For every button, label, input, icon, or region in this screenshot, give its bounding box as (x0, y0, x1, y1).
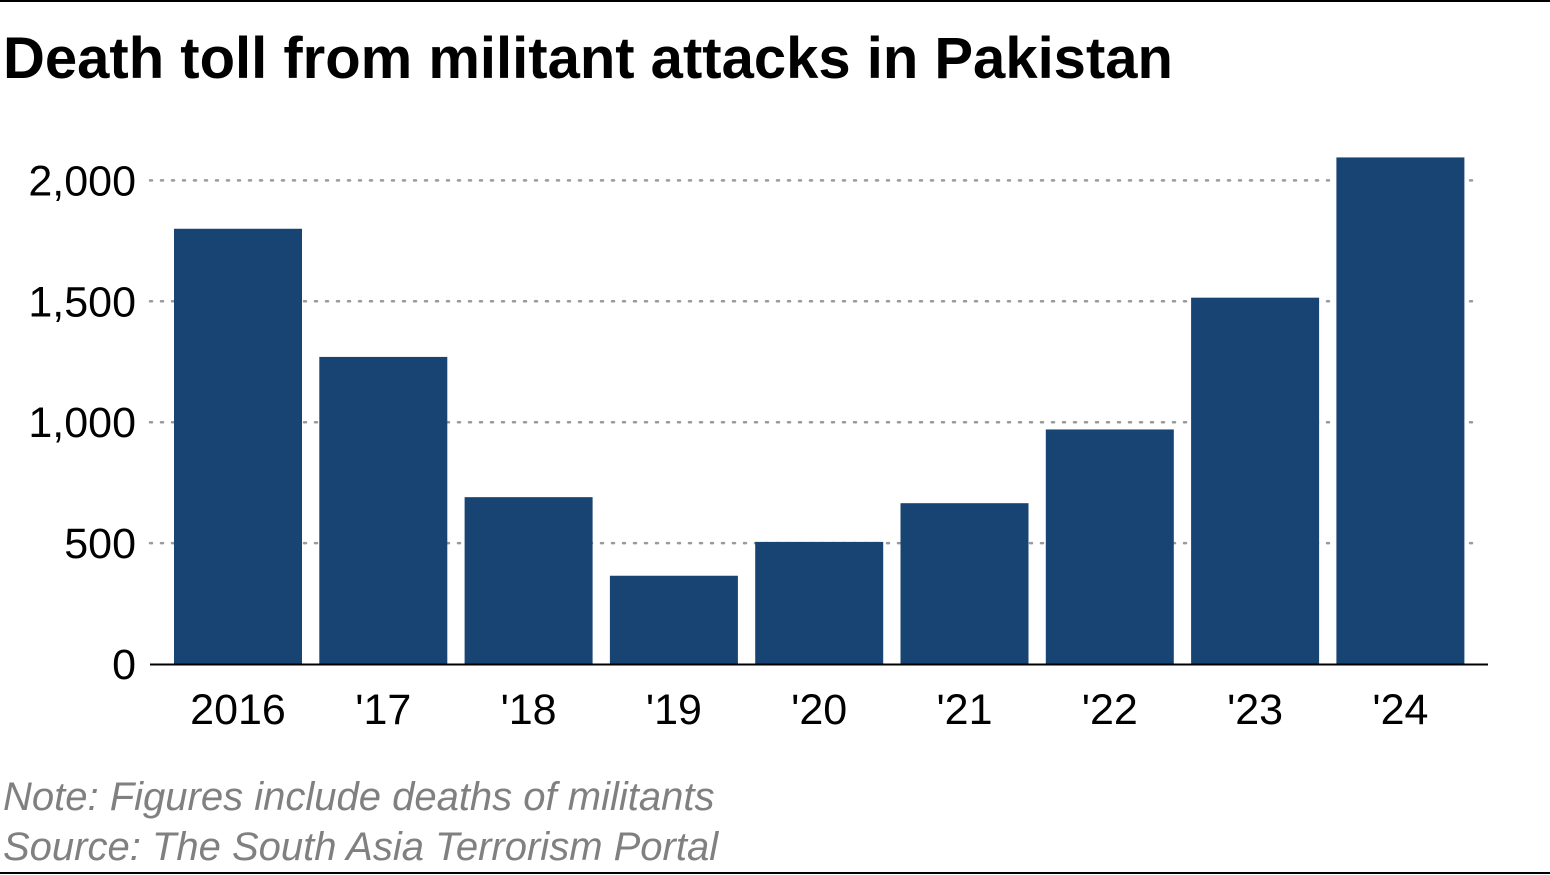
top-rule (0, 0, 1550, 2)
bar-24 (1336, 157, 1465, 664)
bar-2016 (174, 228, 302, 664)
axes: 0 500 1,000 1,500 2,000 2016 '17 '18 '19 '20 '21 '2… (28, 157, 1488, 734)
x-tick-label: '21 (936, 686, 992, 734)
bar-18 (464, 497, 593, 664)
bar-21 (900, 503, 1029, 664)
x-tick-label: '22 (1082, 686, 1138, 734)
bar-19 (609, 575, 738, 664)
x-tick-label: '18 (501, 686, 557, 734)
chart-source: Source: The South Asia Terrorism Portal (3, 825, 719, 869)
bars (174, 157, 1465, 664)
bar-20 (755, 541, 884, 664)
chart-title: Death toll from militant attacks in Paki… (3, 26, 1173, 91)
x-tick-label: '20 (791, 686, 847, 734)
x-tick-label: 2016 (190, 686, 286, 734)
y-tick-label: 0 (112, 641, 136, 689)
y-tick-label: 500 (64, 520, 136, 568)
y-tick-label: 1,000 (28, 399, 136, 447)
bar-22 (1045, 429, 1174, 664)
x-tick-label: '17 (355, 686, 411, 734)
bottom-rule (0, 872, 1550, 874)
chart-note: Note: Figures include deaths of militant… (3, 775, 715, 819)
y-tick-label: 1,500 (28, 278, 136, 326)
y-tick-label: 2,000 (28, 157, 136, 205)
x-tick-label: '23 (1227, 686, 1283, 734)
bar-chart: 0 500 1,000 1,500 2,000 2016 '17 '18 '19 '20 '21 '2… (28, 157, 1488, 734)
bar-23 (1191, 297, 1320, 664)
x-tick-label: '19 (646, 686, 702, 734)
bar-17 (319, 356, 448, 664)
x-tick-label: '24 (1372, 686, 1428, 734)
